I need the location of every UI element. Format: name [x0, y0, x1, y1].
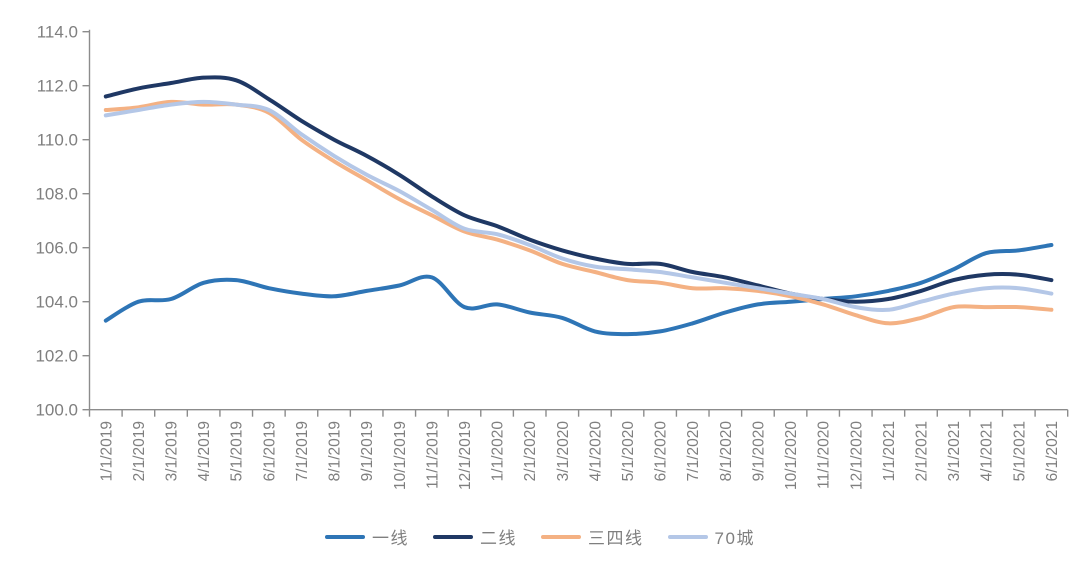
x-tick-label: 11/1/2020: [816, 421, 833, 489]
legend-item-70城: 70城: [667, 524, 755, 549]
x-tick-label: 6/1/2020: [653, 421, 670, 482]
x-tick-label: 3/1/2020: [555, 421, 572, 482]
legend-item-一线: 一线: [325, 524, 409, 549]
chart-canvas: 100.0 102.0 104.0 106.0 108.0 110.0 112.0 114.0…: [35, 23, 1069, 490]
legend-swatch: [433, 534, 474, 539]
y-tick-label: 112.0: [37, 77, 78, 96]
legend-swatch: [541, 534, 582, 539]
x-tick-label: 8/1/2019: [327, 421, 344, 481]
x-tick-label: 2/1/2020: [522, 421, 539, 482]
y-tick-label: 110.0: [37, 131, 78, 150]
x-tick-label: 9/1/2019: [359, 421, 376, 481]
x-tick-label: 4/1/2021: [979, 421, 996, 481]
legend-swatch: [667, 534, 708, 539]
x-tick-label: 1/1/2019: [98, 421, 115, 481]
x-tick-label: 1/1/2021: [881, 421, 898, 481]
y-tick-label: 114.0: [37, 23, 78, 42]
x-tick-label: 11/1/2019: [424, 421, 441, 489]
y-tick-label: 102.0: [35, 347, 78, 366]
x-tick-label: 4/1/2019: [196, 421, 213, 481]
y-tick-label: 104.0: [35, 293, 78, 312]
y-tick-label: 100.0: [35, 401, 78, 420]
legend-label: 70城: [714, 529, 755, 548]
x-tick-label: 8/1/2020: [718, 421, 735, 482]
x-tick-label: 3/1/2021: [946, 421, 963, 481]
x-tick-label: 5/1/2021: [1011, 421, 1028, 481]
legend-swatch: [325, 534, 366, 539]
x-tick-label: 2/1/2019: [131, 421, 148, 481]
x-tick-label: 10/1/2020: [783, 421, 800, 490]
x-tick-label: 6/1/2021: [1044, 421, 1061, 481]
chart-legend: 一线 二线 三四线 70城: [0, 524, 1080, 549]
x-tick-label: 9/1/2020: [750, 421, 767, 482]
y-tick-label: 106.0: [35, 239, 78, 258]
x-tick-label: 4/1/2020: [587, 421, 604, 482]
legend-item-二线: 二线: [433, 524, 517, 549]
legend-label: 一线: [372, 529, 410, 548]
x-tick-label: 5/1/2020: [620, 421, 637, 482]
x-tick-label: 7/1/2020: [685, 421, 702, 482]
x-tick-label: 6/1/2019: [261, 421, 278, 481]
x-tick-label: 10/1/2019: [392, 421, 409, 490]
x-tick-label: 3/1/2019: [164, 421, 181, 481]
legend-item-三四线: 三四线: [541, 524, 644, 549]
x-tick-label: 12/1/2020: [848, 421, 865, 490]
x-tick-label: 2/1/2021: [913, 421, 930, 481]
legend-label: 二线: [480, 529, 518, 548]
x-tick-label: 1/1/2020: [490, 421, 507, 482]
legend-label: 三四线: [588, 529, 644, 548]
series-line-三四线: [103, 99, 1054, 326]
x-tick-label: 12/1/2019: [457, 421, 474, 490]
series-line-二线: [103, 75, 1054, 304]
series-line-70城: [103, 99, 1054, 313]
series-line-一线: [103, 243, 1054, 337]
y-tick-label: 108.0: [35, 185, 78, 204]
x-tick-label: 5/1/2019: [229, 421, 246, 481]
x-tick-label: 7/1/2019: [294, 421, 311, 481]
